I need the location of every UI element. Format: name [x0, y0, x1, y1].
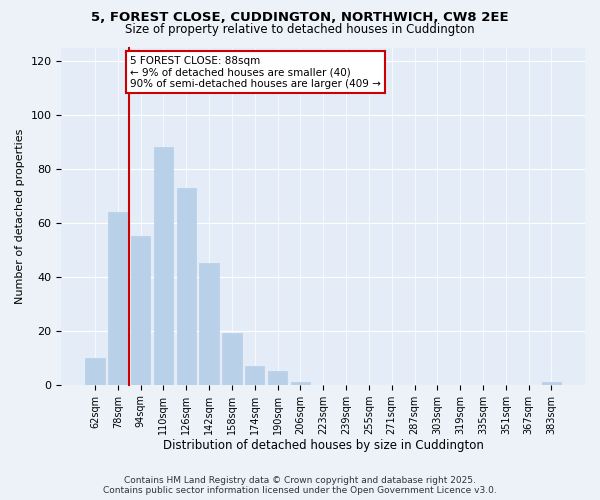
Text: Contains HM Land Registry data © Crown copyright and database right 2025.
Contai: Contains HM Land Registry data © Crown c… — [103, 476, 497, 495]
Bar — [154, 148, 173, 384]
Bar — [176, 188, 196, 384]
Bar — [199, 264, 219, 384]
Bar — [222, 334, 242, 384]
Bar — [542, 382, 561, 384]
Bar — [245, 366, 265, 384]
Bar — [268, 371, 287, 384]
X-axis label: Distribution of detached houses by size in Cuddington: Distribution of detached houses by size … — [163, 440, 484, 452]
Bar — [131, 236, 150, 384]
Text: Size of property relative to detached houses in Cuddington: Size of property relative to detached ho… — [125, 22, 475, 36]
Y-axis label: Number of detached properties: Number of detached properties — [15, 128, 25, 304]
Bar — [290, 382, 310, 384]
Bar — [108, 212, 127, 384]
Text: 5 FOREST CLOSE: 88sqm
← 9% of detached houses are smaller (40)
90% of semi-detac: 5 FOREST CLOSE: 88sqm ← 9% of detached h… — [130, 56, 381, 89]
Text: 5, FOREST CLOSE, CUDDINGTON, NORTHWICH, CW8 2EE: 5, FOREST CLOSE, CUDDINGTON, NORTHWICH, … — [91, 11, 509, 24]
Bar — [85, 358, 104, 384]
